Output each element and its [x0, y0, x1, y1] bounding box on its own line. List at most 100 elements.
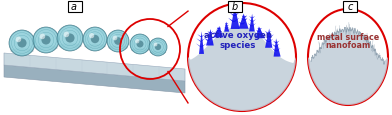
Ellipse shape	[58, 44, 82, 49]
Polygon shape	[207, 32, 211, 34]
Text: b: b	[232, 2, 238, 12]
Polygon shape	[217, 28, 221, 30]
Polygon shape	[249, 17, 253, 19]
Polygon shape	[251, 24, 256, 27]
Polygon shape	[241, 19, 246, 21]
Polygon shape	[214, 33, 219, 35]
Circle shape	[57, 26, 83, 52]
Polygon shape	[252, 20, 256, 23]
Polygon shape	[217, 30, 221, 32]
Polygon shape	[265, 29, 272, 48]
Polygon shape	[256, 27, 265, 39]
Circle shape	[130, 35, 150, 55]
Polygon shape	[275, 41, 279, 44]
Polygon shape	[199, 32, 204, 54]
Circle shape	[113, 36, 117, 41]
Circle shape	[40, 34, 45, 40]
Polygon shape	[258, 29, 261, 30]
FancyBboxPatch shape	[67, 1, 82, 12]
Polygon shape	[196, 39, 201, 42]
Polygon shape	[197, 35, 202, 38]
Ellipse shape	[84, 44, 106, 49]
Ellipse shape	[131, 49, 149, 53]
Polygon shape	[258, 29, 261, 30]
Polygon shape	[258, 33, 262, 35]
Polygon shape	[257, 33, 261, 35]
Circle shape	[16, 37, 21, 43]
Polygon shape	[216, 30, 220, 32]
Polygon shape	[251, 17, 255, 19]
Circle shape	[18, 39, 27, 48]
Polygon shape	[243, 19, 247, 21]
Circle shape	[42, 36, 51, 45]
Polygon shape	[235, 9, 241, 12]
Text: active oxygen: active oxygen	[204, 31, 272, 40]
Circle shape	[136, 41, 143, 48]
Circle shape	[91, 36, 99, 44]
Ellipse shape	[308, 10, 388, 105]
Circle shape	[107, 31, 129, 53]
Polygon shape	[224, 28, 227, 29]
Polygon shape	[213, 33, 218, 35]
Ellipse shape	[188, 4, 296, 111]
Text: a: a	[71, 2, 77, 12]
Circle shape	[149, 39, 167, 56]
Circle shape	[114, 38, 122, 45]
Polygon shape	[208, 35, 212, 37]
Polygon shape	[267, 32, 272, 34]
Polygon shape	[274, 39, 281, 57]
Ellipse shape	[108, 46, 128, 50]
Circle shape	[64, 32, 69, 38]
Polygon shape	[200, 44, 207, 48]
Polygon shape	[230, 13, 236, 17]
Polygon shape	[241, 22, 246, 25]
Polygon shape	[249, 20, 253, 23]
Polygon shape	[269, 35, 274, 38]
Polygon shape	[248, 24, 253, 27]
Polygon shape	[230, 6, 240, 30]
Circle shape	[33, 28, 59, 54]
Polygon shape	[209, 32, 213, 34]
Polygon shape	[224, 22, 229, 32]
Circle shape	[9, 31, 35, 56]
Polygon shape	[274, 45, 279, 47]
Polygon shape	[196, 44, 202, 48]
Polygon shape	[238, 14, 249, 29]
Polygon shape	[265, 32, 269, 34]
Polygon shape	[4, 54, 185, 81]
Ellipse shape	[34, 46, 58, 51]
Polygon shape	[243, 16, 247, 18]
Polygon shape	[4, 65, 185, 93]
Polygon shape	[204, 38, 209, 41]
FancyBboxPatch shape	[343, 1, 358, 12]
Polygon shape	[225, 24, 227, 25]
Polygon shape	[239, 22, 244, 25]
Polygon shape	[272, 45, 277, 47]
Polygon shape	[207, 38, 212, 41]
Polygon shape	[200, 39, 205, 42]
Polygon shape	[273, 41, 277, 44]
Circle shape	[135, 40, 140, 44]
Polygon shape	[268, 39, 273, 43]
Polygon shape	[228, 19, 235, 23]
Polygon shape	[213, 27, 223, 38]
Polygon shape	[188, 27, 296, 111]
Text: nanofoam: nanofoam	[325, 41, 370, 50]
Polygon shape	[266, 35, 271, 38]
Polygon shape	[232, 19, 240, 23]
Polygon shape	[256, 31, 260, 32]
Circle shape	[155, 45, 161, 51]
Polygon shape	[206, 35, 210, 37]
Text: c: c	[347, 2, 353, 12]
Polygon shape	[272, 49, 277, 52]
Ellipse shape	[150, 51, 166, 55]
Polygon shape	[257, 31, 261, 32]
Circle shape	[83, 28, 107, 52]
Polygon shape	[308, 28, 388, 105]
Polygon shape	[217, 28, 220, 30]
Ellipse shape	[10, 49, 34, 54]
Polygon shape	[249, 15, 255, 32]
FancyBboxPatch shape	[229, 1, 243, 12]
Circle shape	[154, 43, 158, 47]
Polygon shape	[225, 25, 228, 27]
